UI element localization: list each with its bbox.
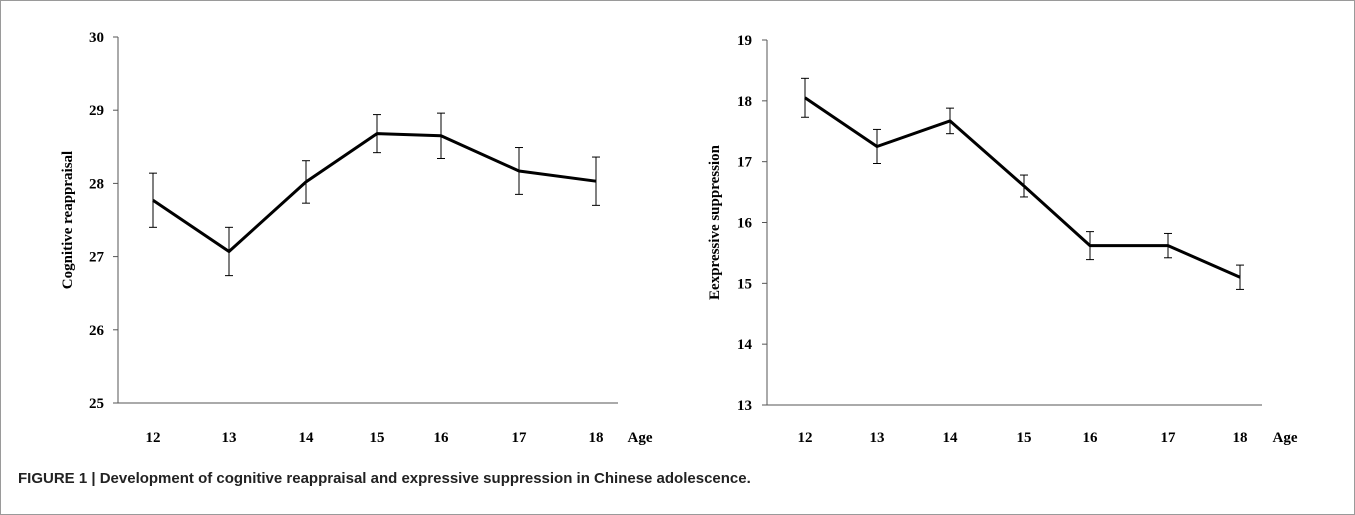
data-point (228, 251, 230, 252)
data-point (1239, 276, 1241, 278)
data-point (876, 146, 878, 147)
x-tick-label: 17 (1161, 430, 1177, 446)
data-point (376, 133, 378, 135)
y-tick-label: 19 (737, 33, 752, 49)
data-point (152, 199, 154, 201)
y-tick-label: 15 (737, 276, 752, 292)
data-point (1089, 245, 1091, 247)
x-tick-label: 15 (370, 430, 385, 446)
x-tick-label: 13 (222, 430, 237, 446)
x-tick-label: 16 (434, 430, 450, 446)
x-tick-label: 12 (798, 430, 813, 446)
y-axis-title: Cognitive reappraisal (60, 151, 76, 289)
y-tick-label: 28 (89, 176, 104, 192)
series-line (804, 96, 1241, 279)
y-tick-label: 16 (737, 216, 753, 232)
x-tick-label: 18 (1233, 430, 1248, 446)
chart-cognitive-reappraisal: 25 26 27 28 29 30 12 13 14 15 16 17 18 Age Cognitive r… (60, 30, 653, 446)
x-axis-title: Age (628, 430, 653, 446)
data-point (595, 180, 597, 182)
chart-expressive-suppression: 13 14 15 16 17 18 19 12 13 14 15 16 17 18 Age Eexpressi… (707, 33, 1298, 446)
y-tick-label: 13 (737, 398, 752, 414)
data-point (949, 120, 951, 122)
x-tick-label: 14 (299, 430, 315, 446)
x-tick-label: 14 (943, 430, 959, 446)
y-axis-title: Eexpressive suppression (707, 144, 723, 300)
data-point (1023, 185, 1025, 187)
x-tick-label: 18 (589, 430, 604, 446)
y-tick-label: 18 (737, 94, 752, 110)
x-tick-label: 17 (512, 430, 528, 446)
data-point (305, 181, 307, 183)
y-tick-label: 27 (89, 250, 105, 266)
data-point (804, 97, 806, 99)
series-line (152, 132, 597, 253)
y-tick-label: 26 (89, 323, 105, 339)
y-tick-label: 14 (737, 337, 753, 353)
y-tick-label: 30 (89, 30, 104, 46)
data-point (1167, 245, 1169, 247)
x-axis-title: Age (1273, 430, 1298, 446)
data-point (518, 170, 520, 172)
x-tick-label: 15 (1017, 430, 1032, 446)
figure-caption: FIGURE 1 | Development of cognitive reap… (18, 470, 751, 487)
y-tick-label: 29 (89, 103, 104, 119)
data-point (440, 135, 442, 137)
x-tick-label: 12 (146, 430, 161, 446)
y-tick-label: 25 (89, 396, 104, 412)
x-tick-label: 13 (870, 430, 885, 446)
x-tick-label: 16 (1083, 430, 1099, 446)
y-tick-label: 17 (737, 155, 753, 171)
